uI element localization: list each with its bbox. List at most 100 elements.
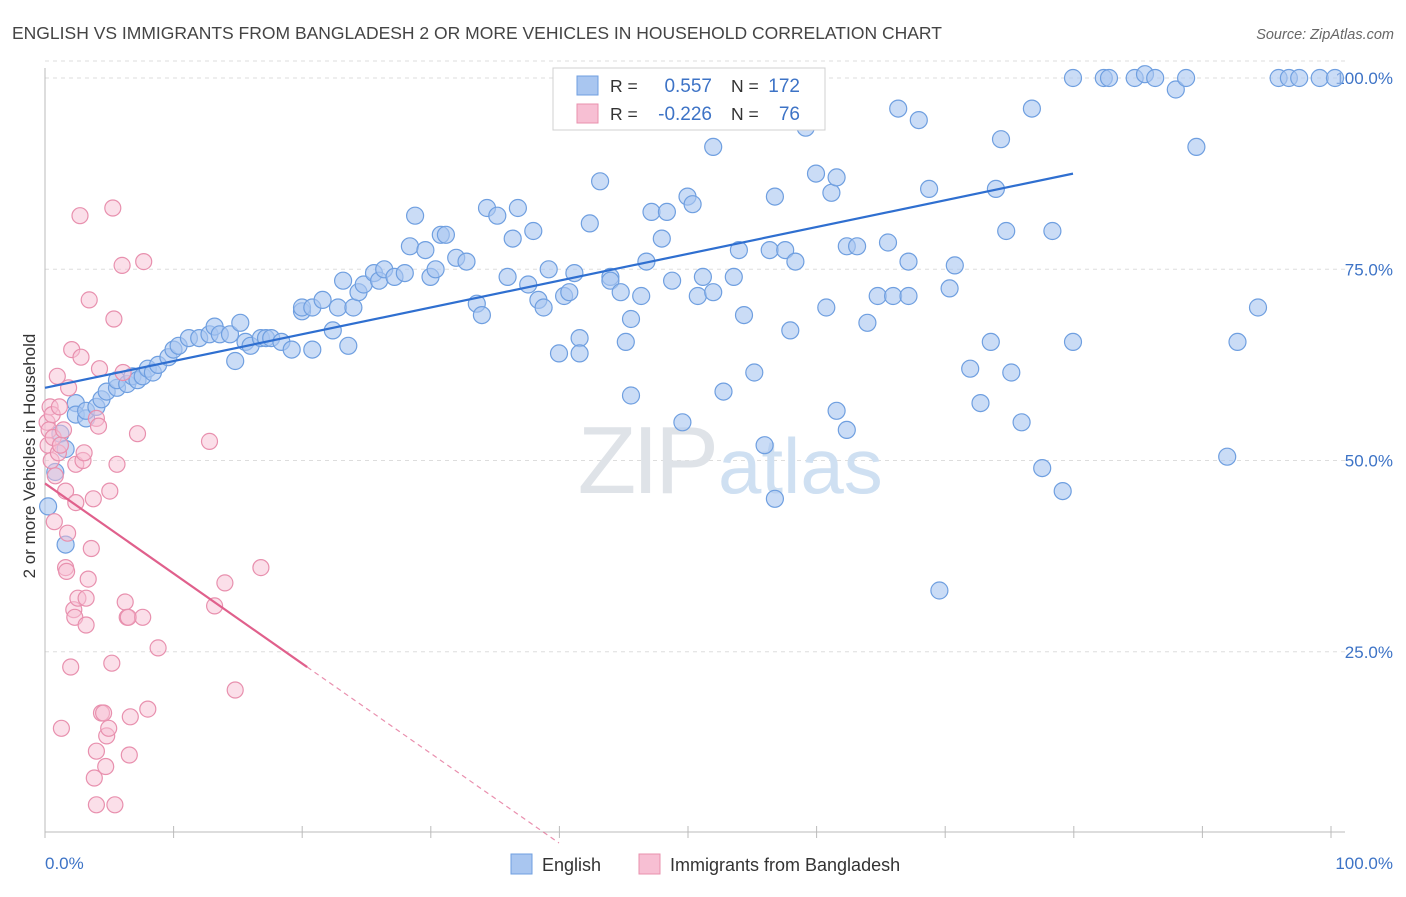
english-point <box>683 195 702 214</box>
y-tick-label: 50.0% <box>1345 452 1393 471</box>
english-point <box>817 298 836 317</box>
bangladesh-point <box>58 524 77 542</box>
bangladesh-point <box>75 444 93 462</box>
english-point <box>220 325 240 344</box>
english-point <box>971 394 990 413</box>
bangladesh-point <box>113 256 131 274</box>
english-point <box>1022 99 1042 118</box>
english-point <box>570 329 589 348</box>
bangladesh-trend-line <box>44 482 308 668</box>
english-point <box>878 233 898 252</box>
english-point <box>1310 68 1329 88</box>
english-point <box>827 401 846 420</box>
english-point <box>231 313 250 332</box>
english-point <box>406 206 425 225</box>
english-point <box>745 363 764 382</box>
bangladesh-point <box>52 719 71 737</box>
bangladesh-point <box>101 482 119 500</box>
bangladesh-point <box>84 490 102 508</box>
english-point <box>642 202 661 221</box>
english-point <box>590 172 610 191</box>
bangladesh-point <box>94 704 113 722</box>
bangladesh-point <box>108 455 126 473</box>
english-point <box>400 237 419 256</box>
english-point <box>945 256 964 275</box>
english-point <box>693 267 713 286</box>
bangladesh-point <box>116 593 134 611</box>
english-point <box>1218 447 1237 466</box>
bangladesh-point <box>51 436 70 454</box>
english-point <box>657 202 677 221</box>
english-point <box>395 264 414 283</box>
legend: English Immigrants from Bangladesh <box>510 853 900 875</box>
english-point <box>806 164 826 183</box>
english-point <box>498 267 517 286</box>
english-point <box>1248 298 1268 317</box>
bangladesh-point <box>50 398 69 416</box>
chart-title: ENGLISH VS IMMIGRANTS FROM BANGLADESH 2 … <box>12 23 942 43</box>
bangladesh-point <box>135 253 153 271</box>
bangladesh-point <box>89 417 108 435</box>
bangladesh-point <box>121 708 139 726</box>
english-point <box>688 286 707 306</box>
x-tick-label-max: 100.0% <box>1335 854 1393 873</box>
y-tick-label: 25.0% <box>1345 643 1393 662</box>
english-point <box>734 306 754 325</box>
english-point <box>539 260 558 279</box>
bangladesh-point <box>97 757 115 776</box>
english-point <box>765 489 785 508</box>
stats-r-value-english: 0.557 <box>664 76 712 97</box>
english-point <box>704 137 723 156</box>
bangladesh-point <box>105 310 123 328</box>
english-point <box>534 298 553 317</box>
english-point <box>323 321 342 340</box>
bangladesh-point <box>71 207 89 225</box>
english-point <box>621 309 641 329</box>
bangladesh-point <box>87 796 106 814</box>
english-point <box>704 283 723 302</box>
bangladesh-point <box>134 608 152 626</box>
bangladesh-point <box>87 742 106 760</box>
bangladesh-point <box>200 432 219 450</box>
legend-swatch-bangladesh[interactable] <box>638 853 661 875</box>
bangladesh-point <box>54 421 73 439</box>
trend-lines <box>44 172 1074 844</box>
x-axis-ticks <box>44 826 1332 838</box>
english-point <box>344 298 363 317</box>
english-point <box>226 351 245 371</box>
english-point <box>38 497 58 516</box>
y-tick-label: 75.0% <box>1345 260 1393 279</box>
english-point <box>616 332 635 351</box>
bangladesh-point <box>103 654 121 672</box>
english-point <box>899 286 918 306</box>
watermark-atlas: atlas <box>718 422 883 510</box>
english-point <box>303 340 322 359</box>
english-point <box>827 168 846 187</box>
english-point <box>601 271 620 290</box>
legend-label-english[interactable]: English <box>542 855 601 875</box>
english-point <box>847 237 867 256</box>
english-point <box>1063 68 1083 88</box>
english-point <box>328 298 348 317</box>
legend-label-bangladesh[interactable]: Immigrants from Bangladesh <box>670 855 900 875</box>
y-axis-label: 2 or more Vehicles in Household <box>20 334 39 579</box>
watermark-zip: ZIP <box>578 407 715 514</box>
english-point <box>760 241 779 260</box>
stats-box: R = 0.557 N = 172 R = -0.226 N = 76 <box>552 67 826 131</box>
legend-swatch-english[interactable] <box>510 853 533 875</box>
y-tick-labels: 25.0% 50.0% 75.0% 100.0% <box>1335 69 1393 662</box>
english-point <box>1043 221 1062 241</box>
english-point <box>1290 68 1309 88</box>
english-point <box>961 359 980 378</box>
english-point <box>560 283 579 302</box>
english-point <box>436 225 455 244</box>
bangladesh-point <box>128 425 147 443</box>
english-point <box>488 206 507 225</box>
bangladesh-point <box>226 681 244 699</box>
english-point <box>889 99 908 118</box>
watermark: ZIP atlas <box>578 407 883 514</box>
english-point <box>776 241 795 260</box>
english-point <box>632 286 651 306</box>
english-point <box>837 420 856 439</box>
english-point <box>724 267 743 286</box>
